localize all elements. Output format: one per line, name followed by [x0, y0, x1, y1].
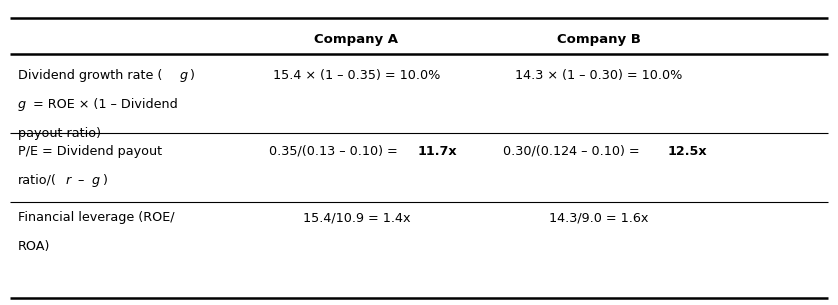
Text: Dividend growth rate (: Dividend growth rate (	[18, 70, 163, 82]
Text: 0.30/(0.124 – 0.10) =: 0.30/(0.124 – 0.10) =	[503, 145, 643, 158]
Text: ROA): ROA)	[18, 240, 50, 253]
Text: payout ratio): payout ratio)	[18, 127, 101, 140]
Text: 14.3 × (1 – 0.30) = 10.0%: 14.3 × (1 – 0.30) = 10.0%	[515, 70, 682, 82]
Text: Company A: Company A	[314, 33, 398, 46]
Text: 11.7x: 11.7x	[417, 145, 457, 158]
Text: g: g	[18, 98, 26, 111]
Text: 12.5x: 12.5x	[668, 145, 707, 158]
Text: 15.4/10.9 = 1.4x: 15.4/10.9 = 1.4x	[303, 211, 410, 224]
Text: –: –	[74, 174, 89, 187]
Text: ): )	[101, 174, 106, 187]
Text: ): )	[189, 70, 194, 82]
Text: ratio/(: ratio/(	[18, 174, 57, 187]
Text: Company B: Company B	[556, 33, 640, 46]
Text: = ROE × (1 – Dividend: = ROE × (1 – Dividend	[29, 98, 178, 111]
Text: g: g	[91, 174, 100, 187]
Text: r: r	[65, 174, 71, 187]
Text: P/E = Dividend payout: P/E = Dividend payout	[18, 145, 163, 158]
Text: g: g	[179, 70, 188, 82]
Text: Financial leverage (ROE/: Financial leverage (ROE/	[18, 211, 174, 224]
Text: 14.3/9.0 = 1.6x: 14.3/9.0 = 1.6x	[549, 211, 649, 224]
Text: 15.4 × (1 – 0.35) = 10.0%: 15.4 × (1 – 0.35) = 10.0%	[272, 70, 440, 82]
Text: 0.35/(0.13 – 0.10) =: 0.35/(0.13 – 0.10) =	[269, 145, 401, 158]
